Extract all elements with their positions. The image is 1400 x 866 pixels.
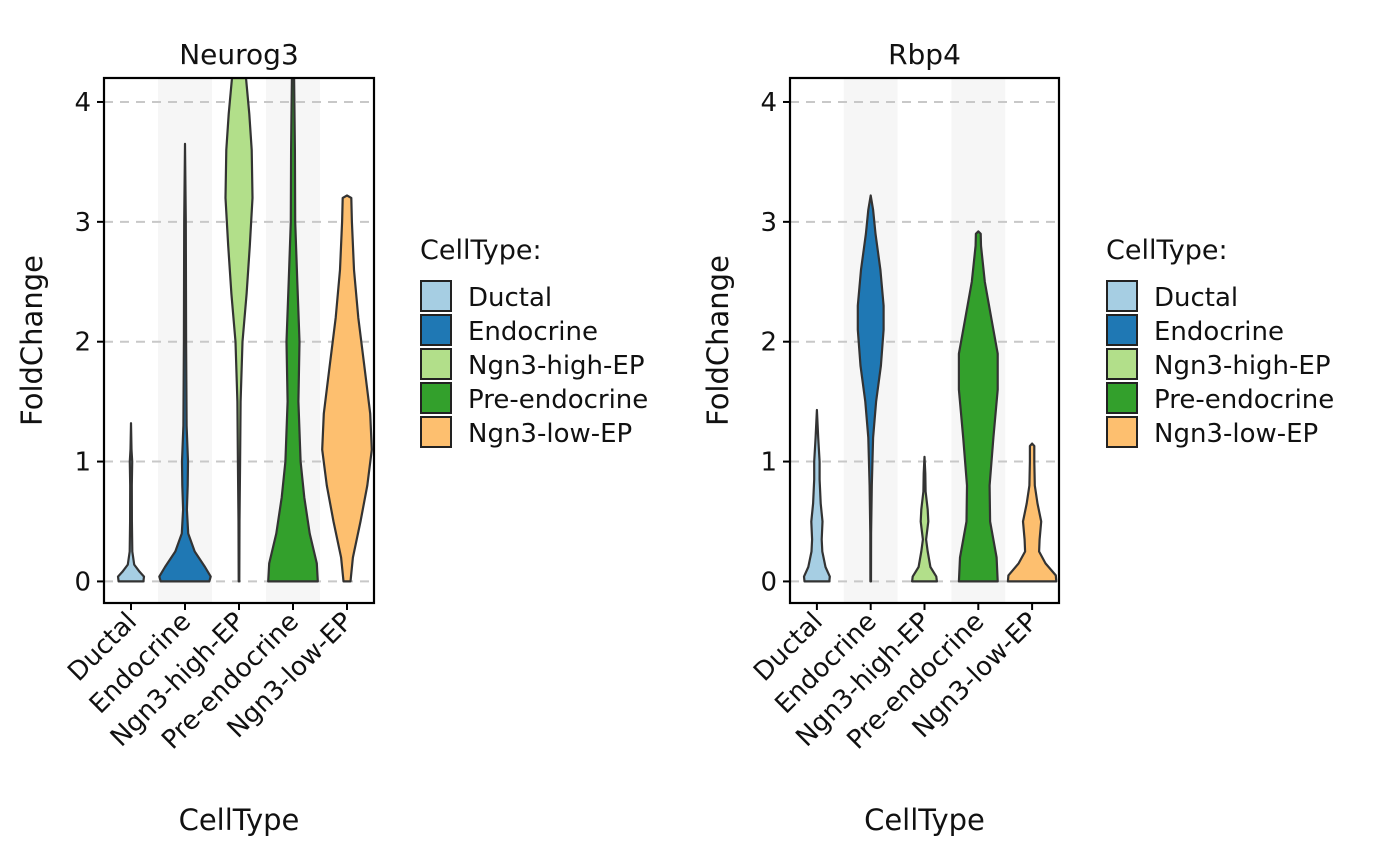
legend-title: CellType: — [1106, 235, 1228, 266]
legend-label-pre-endocrine: Pre-endocrine — [1154, 385, 1334, 415]
legend-label-ngn3-low-ep: Ngn3-low-EP — [468, 419, 632, 449]
violin-ngn3-high-ep — [224, 78, 254, 583]
chart-panel: Neurog3 0 1 2 3 4 Ductal Endocrine Ngn3-high-EP P… — [15, 38, 648, 837]
y-tick-label: 0 — [74, 567, 91, 597]
violin-ngn3-low-ep — [1006, 442, 1058, 583]
violin-pre-endocrine — [957, 230, 999, 583]
legend-title: CellType: — [420, 235, 542, 266]
legend-label-ductal: Ductal — [468, 283, 552, 313]
legend-label-endocrine: Endocrine — [1154, 317, 1284, 347]
panel-title: Rbp4 — [888, 38, 961, 71]
y-axis-title: FoldChange — [15, 255, 49, 426]
legend-swatch-pre-endocrine — [420, 382, 452, 414]
legend-swatch-endocrine — [420, 314, 452, 346]
y-tick-label: 1 — [74, 448, 91, 478]
violin-ductal — [116, 422, 146, 583]
y-tick-label: 4 — [74, 88, 91, 118]
legend-swatch-endocrine — [1106, 314, 1138, 346]
y-tick-label: 2 — [760, 328, 777, 358]
legend-swatch-ngn3-low-ep — [420, 416, 452, 448]
legend-swatch-ngn3-high-ep — [1106, 348, 1138, 380]
x-axis-title: CellType — [179, 803, 300, 837]
y-tick-label: 3 — [74, 208, 91, 238]
y-tick-label: 2 — [74, 328, 91, 358]
y-tick-label: 0 — [760, 567, 777, 597]
violin-ngn3-high-ep — [911, 455, 938, 583]
legend-swatch-ngn3-low-ep — [1106, 416, 1138, 448]
y-tick-label: 4 — [760, 88, 777, 118]
legend-label-ngn3-low-ep: Ngn3-low-EP — [1154, 419, 1318, 449]
x-axis-title: CellType — [864, 803, 985, 837]
violin-endocrine — [158, 142, 212, 583]
violin-ductal — [802, 408, 831, 583]
legend-swatch-ngn3-high-ep — [420, 348, 452, 380]
chart-panel: Rbp4 0 1 2 3 4 Ductal Endocrine Ngn3-high-EP Pre-… — [701, 38, 1334, 837]
y-axis-title: FoldChange — [701, 255, 735, 426]
legend: CellType: Ductal Endocrine Ngn3-high-EP Pre-… — [1106, 235, 1334, 449]
legend-label-pre-endocrine: Pre-endocrine — [468, 385, 648, 415]
legend-label-endocrine: Endocrine — [468, 317, 598, 347]
violin-ngn3-low-ep — [321, 194, 373, 583]
legend: CellType: Ductal Endocrine Ngn3-high-EP Pre-… — [420, 235, 648, 449]
legend-swatch-ductal — [1106, 280, 1138, 312]
panel-title: Neurog3 — [179, 38, 299, 71]
legend-label-ngn3-high-ep: Ngn3-high-EP — [468, 351, 645, 381]
legend-swatch-ductal — [420, 280, 452, 312]
y-tick-label: 1 — [760, 448, 777, 478]
y-tick-label: 3 — [760, 208, 777, 238]
legend-label-ngn3-high-ep: Ngn3-high-EP — [1154, 351, 1331, 381]
legend-swatch-pre-endocrine — [1106, 382, 1138, 414]
violin-pre-endocrine — [267, 78, 319, 583]
violin-endocrine — [856, 194, 885, 583]
legend-label-ductal: Ductal — [1154, 283, 1238, 313]
